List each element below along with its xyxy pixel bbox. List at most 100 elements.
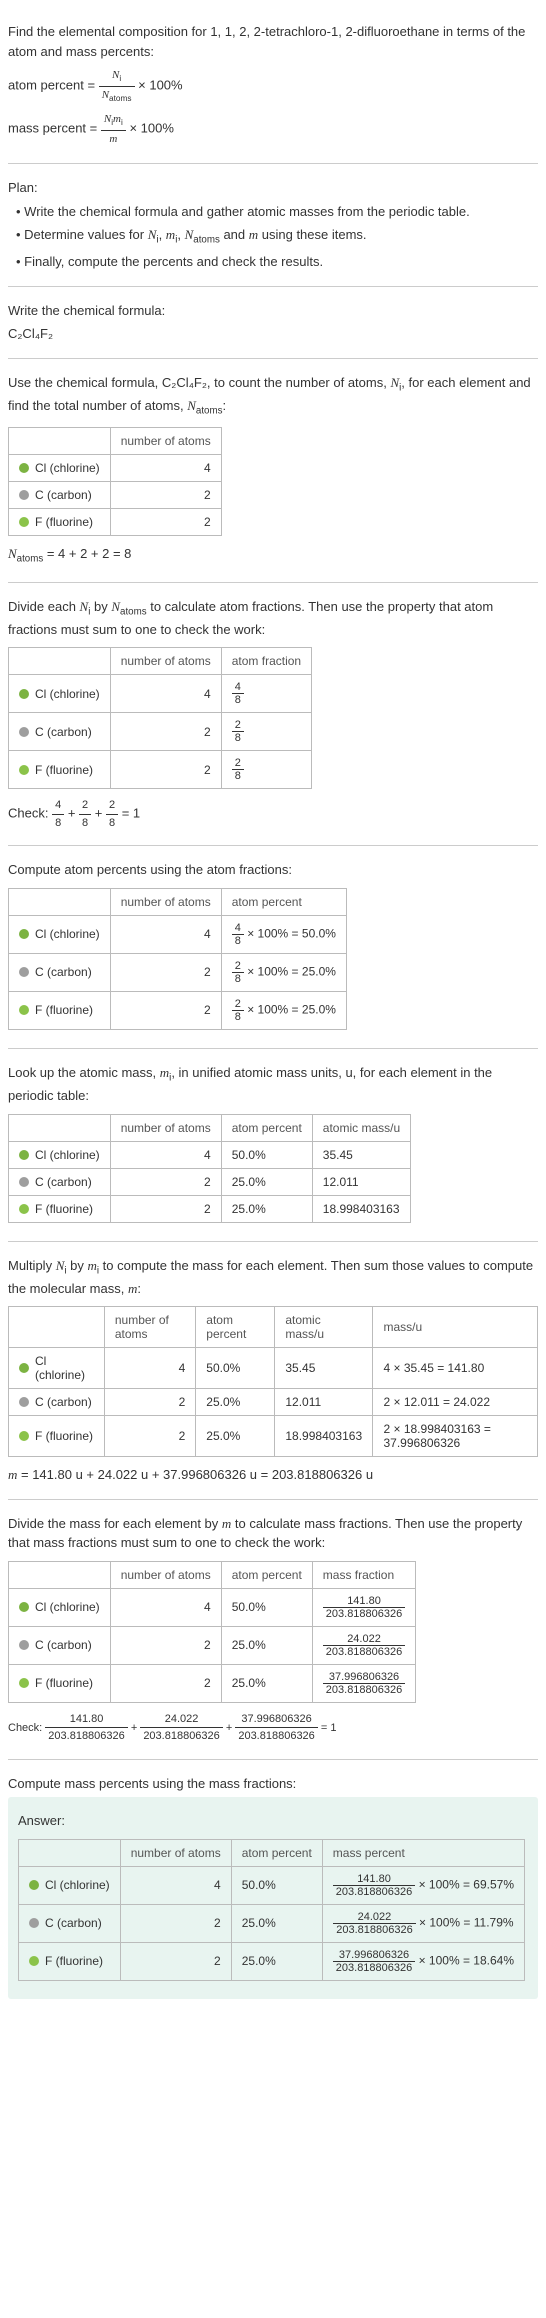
element-cell: Cl (chlorine): [9, 1348, 105, 1389]
element-name: F (fluorine): [35, 763, 93, 777]
percent-cell: 50.0%: [196, 1348, 275, 1389]
mass-percent-formula: mass percent = Nimim × 100%: [8, 111, 538, 147]
atom-percents-table: number of atomsatom percentCl (chlorine)…: [8, 888, 347, 1030]
atoms-cell: 4: [110, 455, 221, 482]
atoms-cell: 4: [104, 1348, 195, 1389]
element-dot-icon: [29, 1880, 39, 1890]
element-cell: C (carbon): [9, 953, 111, 991]
percent-cell: 25.0%: [196, 1416, 275, 1457]
chemical-formula: C₂Cl₄F₂: [8, 324, 538, 344]
element-dot-icon: [19, 1397, 29, 1407]
element-dot-icon: [29, 1956, 39, 1966]
document-container: Find the elemental composition for 1, 1,…: [0, 0, 546, 2017]
element-dot-icon: [19, 929, 29, 939]
element-name: Cl (chlorine): [35, 1600, 100, 1614]
mass-percent-cell: 37.996806326203.818806326 × 100% = 18.64…: [322, 1942, 524, 1980]
table-row: Cl (chlorine)450.0%35.454 × 35.45 = 141.…: [9, 1348, 538, 1389]
formula-section: Write the chemical formula: C₂Cl₄F₂: [8, 287, 538, 359]
mass-fractions-text: Divide the mass for each element by m to…: [8, 1514, 538, 1553]
element-dot-icon: [19, 1602, 29, 1612]
element-name: C (carbon): [35, 1395, 92, 1409]
element-dot-icon: [19, 689, 29, 699]
plan-bullet-3: • Finally, compute the percents and chec…: [16, 252, 538, 272]
element-dot-icon: [19, 1204, 29, 1214]
table-row: C (carbon)225.0%12.011: [9, 1168, 411, 1195]
table-row: C (carbon)225.0%24.022203.818806326: [9, 1626, 416, 1664]
formula-heading: Write the chemical formula:: [8, 301, 538, 321]
mass-cell: 12.011: [275, 1389, 373, 1416]
percent-cell: 50.0%: [231, 1866, 322, 1904]
atom-percent-fraction: NiNatoms: [99, 67, 135, 105]
atoms-cell: 4: [110, 1588, 221, 1626]
percent-cell: 50.0%: [221, 1588, 312, 1626]
element-cell: C (carbon): [9, 713, 111, 751]
atoms-cell: 2: [110, 509, 221, 536]
mass-cell: 35.45: [275, 1348, 373, 1389]
element-name: F (fluorine): [35, 1003, 93, 1017]
atomic-mass-section: Look up the atomic mass, mi, in unified …: [8, 1049, 538, 1242]
table-header: atom percent: [221, 1561, 312, 1588]
count-section: Use the chemical formula, C₂Cl₄F₂, to co…: [8, 359, 538, 583]
atoms-cell: 2: [110, 1195, 221, 1222]
atoms-cell: 2: [110, 713, 221, 751]
table-header: number of atoms: [110, 1561, 221, 1588]
molecular-mass-table: number of atomsatom percentatomic mass/u…: [8, 1306, 538, 1457]
element-dot-icon: [19, 517, 29, 527]
element-cell: C (carbon): [9, 482, 111, 509]
percent-cell: 25.0%: [231, 1942, 322, 1980]
element-dot-icon: [19, 765, 29, 775]
element-name: C (carbon): [35, 965, 92, 979]
table-row: F (fluorine) 228: [9, 751, 312, 789]
fraction-cell: 48: [221, 675, 311, 713]
element-name: F (fluorine): [35, 515, 93, 529]
element-cell: Cl (chlorine): [9, 455, 111, 482]
intro-section: Find the elemental composition for 1, 1,…: [8, 8, 538, 164]
percent-cell: 25.0%: [221, 1626, 312, 1664]
count-table: number of atomsCl (chlorine)4C (carbon)2…: [8, 427, 222, 536]
answer-section: Compute mass percents using the mass fra…: [8, 1760, 538, 2009]
mass-cell: 12.011: [312, 1168, 410, 1195]
mass-cell: 35.45: [312, 1141, 410, 1168]
element-name: C (carbon): [35, 1175, 92, 1189]
element-cell: C (carbon): [9, 1168, 111, 1195]
table-row: C (carbon)228: [9, 713, 312, 751]
element-name: Cl (chlorine): [35, 927, 100, 941]
element-cell: Cl (chlorine): [19, 1866, 121, 1904]
fraction-cell: 28: [221, 751, 311, 789]
atom-percent-formula: atom percent = NiNatoms × 100%: [8, 67, 538, 105]
element-name: F (fluorine): [35, 1429, 93, 1443]
mass-fractions-table: number of atomsatom percentmass fraction…: [8, 1561, 416, 1703]
atoms-cell: 4: [110, 1141, 221, 1168]
element-cell: Cl (chlorine): [9, 915, 111, 953]
element-dot-icon: [19, 1177, 29, 1187]
atomic-mass-table: number of atomsatom percentatomic mass/u…: [8, 1114, 411, 1223]
atoms-cell: 2: [104, 1389, 195, 1416]
table-header: atomic mass/u: [275, 1307, 373, 1348]
element-name: C (carbon): [35, 1638, 92, 1652]
element-dot-icon: [19, 1640, 29, 1650]
table-header: atom fraction: [221, 648, 311, 675]
percent-cell: 25.0%: [221, 1195, 312, 1222]
table-header: number of atoms: [110, 888, 221, 915]
atoms-cell: 2: [110, 1168, 221, 1195]
mass-percent-label: mass percent =: [8, 121, 101, 136]
atoms-cell: 2: [110, 751, 221, 789]
count-sum: Natoms = 4 + 2 + 2 = 8: [8, 544, 538, 567]
percent-cell: 28 × 100% = 25.0%: [221, 991, 346, 1029]
table-header: atom percent: [221, 1114, 312, 1141]
table-row: Cl (chlorine)450.0%35.45: [9, 1141, 411, 1168]
answer-heading: Compute mass percents using the mass fra…: [8, 1774, 538, 1794]
fraction-cell: 37.996806326203.818806326: [312, 1664, 415, 1702]
element-dot-icon: [19, 967, 29, 977]
molecular-mass-text: Multiply Ni by mi to compute the mass fo…: [8, 1256, 538, 1299]
atom-percents-section: Compute atom percents using the atom fra…: [8, 846, 538, 1049]
percent-cell: 25.0%: [196, 1389, 275, 1416]
table-header: number of atoms: [120, 1839, 231, 1866]
table-header: number of atoms: [110, 648, 221, 675]
table-header: [9, 1114, 111, 1141]
plan-bullet-2: • Determine values for Ni, mi, Natoms an…: [16, 225, 538, 248]
mass-cell: 18.998403163: [275, 1416, 373, 1457]
element-dot-icon: [19, 1678, 29, 1688]
atoms-cell: 2: [110, 991, 221, 1029]
answer-table: number of atomsatom percentmass percentC…: [18, 1839, 525, 1981]
